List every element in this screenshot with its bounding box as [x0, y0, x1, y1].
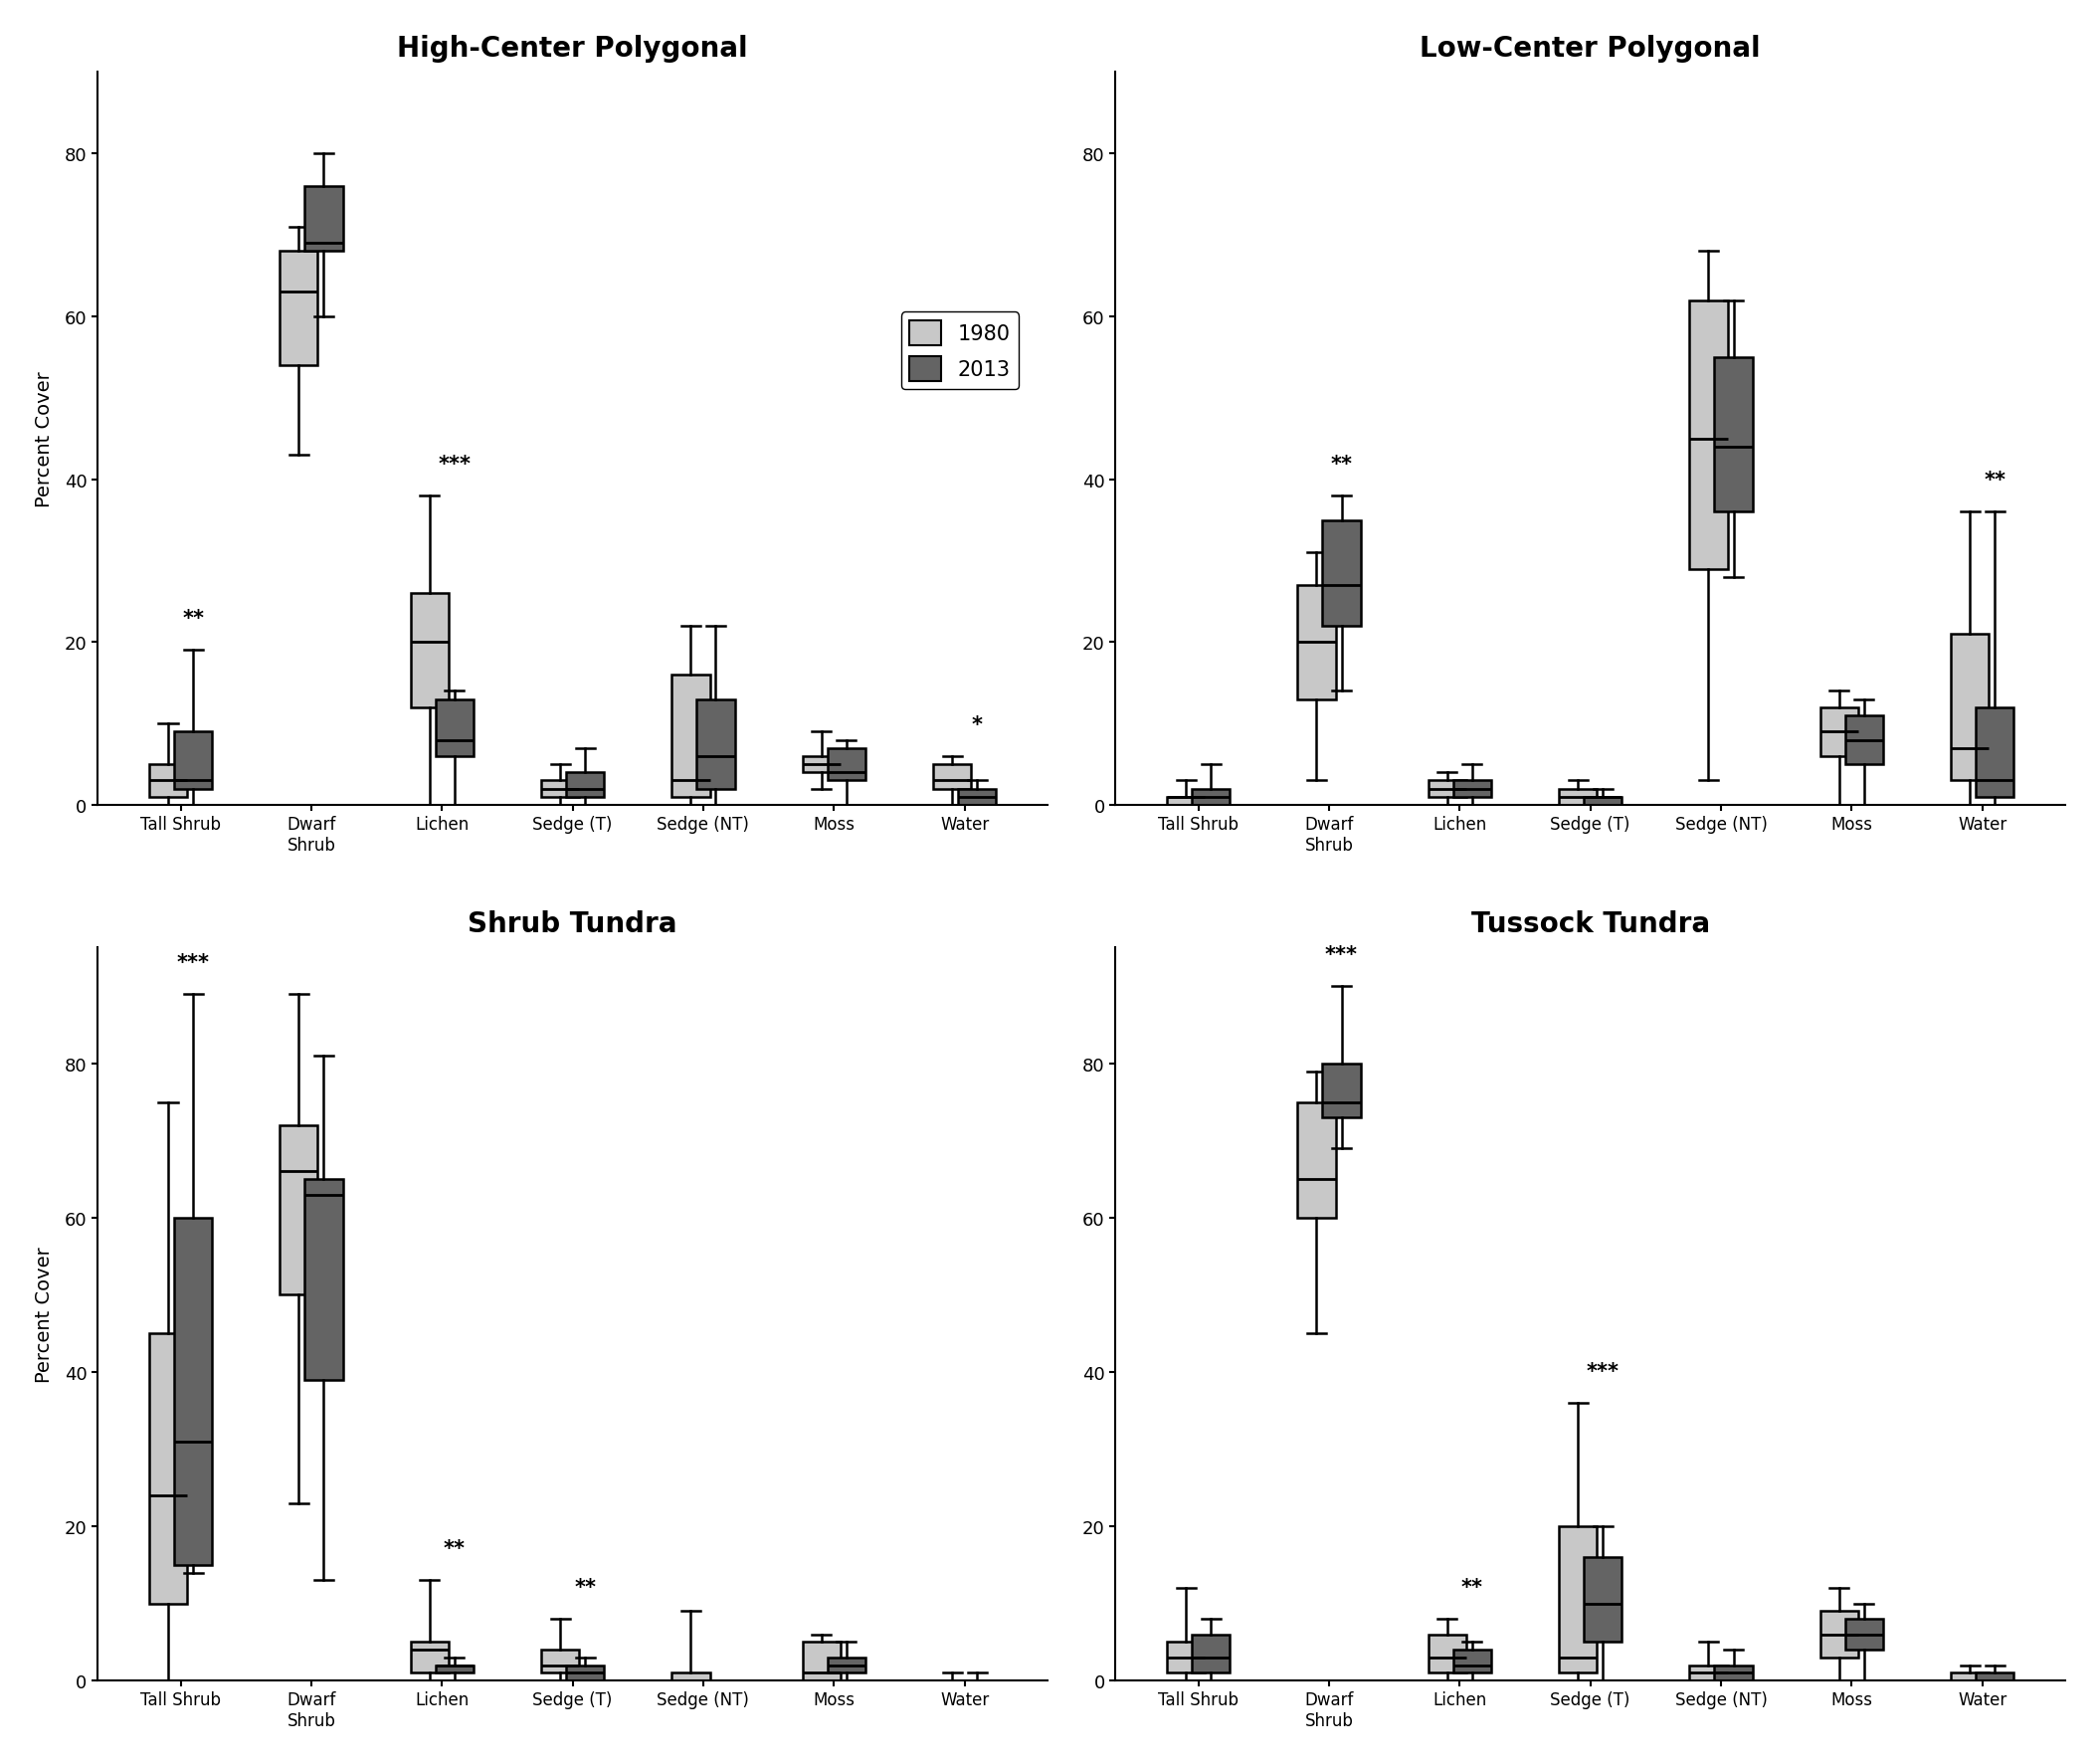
- PathPatch shape: [149, 766, 187, 797]
- Title: Tussock Tundra: Tussock Tundra: [1470, 910, 1709, 937]
- PathPatch shape: [1323, 520, 1361, 626]
- PathPatch shape: [827, 1658, 865, 1672]
- Y-axis label: Percent Cover: Percent Cover: [34, 1247, 52, 1383]
- Legend: 1980, 2013: 1980, 2013: [901, 312, 1018, 390]
- Text: ***: ***: [176, 953, 210, 972]
- PathPatch shape: [1428, 781, 1466, 797]
- PathPatch shape: [542, 1649, 580, 1672]
- PathPatch shape: [304, 1180, 342, 1379]
- PathPatch shape: [802, 757, 840, 773]
- Text: **: **: [183, 609, 204, 628]
- PathPatch shape: [1690, 302, 1728, 570]
- PathPatch shape: [304, 187, 342, 252]
- PathPatch shape: [279, 252, 317, 365]
- PathPatch shape: [1453, 781, 1491, 797]
- PathPatch shape: [1951, 1672, 1989, 1681]
- PathPatch shape: [1821, 707, 1858, 757]
- Text: **: **: [1984, 471, 2006, 490]
- PathPatch shape: [802, 1642, 840, 1681]
- PathPatch shape: [542, 781, 580, 797]
- PathPatch shape: [567, 1665, 605, 1681]
- Text: **: **: [1331, 455, 1352, 475]
- PathPatch shape: [1168, 797, 1205, 806]
- PathPatch shape: [1714, 358, 1753, 513]
- PathPatch shape: [435, 1665, 472, 1672]
- PathPatch shape: [435, 700, 472, 757]
- Title: Shrub Tundra: Shrub Tundra: [468, 910, 678, 937]
- PathPatch shape: [174, 1217, 212, 1565]
- PathPatch shape: [1846, 1619, 1884, 1649]
- PathPatch shape: [1298, 586, 1336, 700]
- Title: High-Center Polygonal: High-Center Polygonal: [397, 35, 748, 62]
- Text: **: **: [443, 1538, 466, 1558]
- Text: ***: ***: [1325, 946, 1359, 965]
- PathPatch shape: [1951, 635, 1989, 781]
- PathPatch shape: [1453, 1649, 1491, 1672]
- Y-axis label: Percent Cover: Percent Cover: [34, 370, 52, 508]
- PathPatch shape: [958, 789, 995, 806]
- PathPatch shape: [1976, 1672, 2014, 1681]
- PathPatch shape: [1714, 1665, 1753, 1681]
- PathPatch shape: [1846, 716, 1884, 766]
- PathPatch shape: [1558, 789, 1596, 806]
- Text: ***: ***: [439, 455, 470, 475]
- PathPatch shape: [1298, 1102, 1336, 1217]
- PathPatch shape: [1428, 1633, 1466, 1672]
- Text: *: *: [972, 714, 983, 734]
- Text: **: **: [573, 1577, 596, 1596]
- PathPatch shape: [1558, 1526, 1596, 1672]
- PathPatch shape: [672, 1672, 710, 1681]
- PathPatch shape: [1690, 1665, 1728, 1681]
- PathPatch shape: [410, 1642, 449, 1672]
- Text: ***: ***: [1586, 1362, 1619, 1381]
- PathPatch shape: [149, 1334, 187, 1603]
- Title: Low-Center Polygonal: Low-Center Polygonal: [1420, 35, 1760, 62]
- PathPatch shape: [1583, 1558, 1621, 1642]
- PathPatch shape: [567, 773, 605, 797]
- PathPatch shape: [1193, 789, 1231, 806]
- PathPatch shape: [697, 700, 735, 789]
- PathPatch shape: [1583, 797, 1621, 806]
- Text: **: **: [1462, 1577, 1483, 1596]
- PathPatch shape: [672, 676, 710, 797]
- PathPatch shape: [1821, 1611, 1858, 1658]
- PathPatch shape: [827, 748, 865, 781]
- PathPatch shape: [410, 594, 449, 707]
- PathPatch shape: [1976, 707, 2014, 797]
- PathPatch shape: [1193, 1633, 1231, 1672]
- PathPatch shape: [279, 1125, 317, 1295]
- PathPatch shape: [174, 732, 212, 789]
- PathPatch shape: [1323, 1064, 1361, 1118]
- PathPatch shape: [932, 766, 970, 789]
- PathPatch shape: [1168, 1642, 1205, 1672]
